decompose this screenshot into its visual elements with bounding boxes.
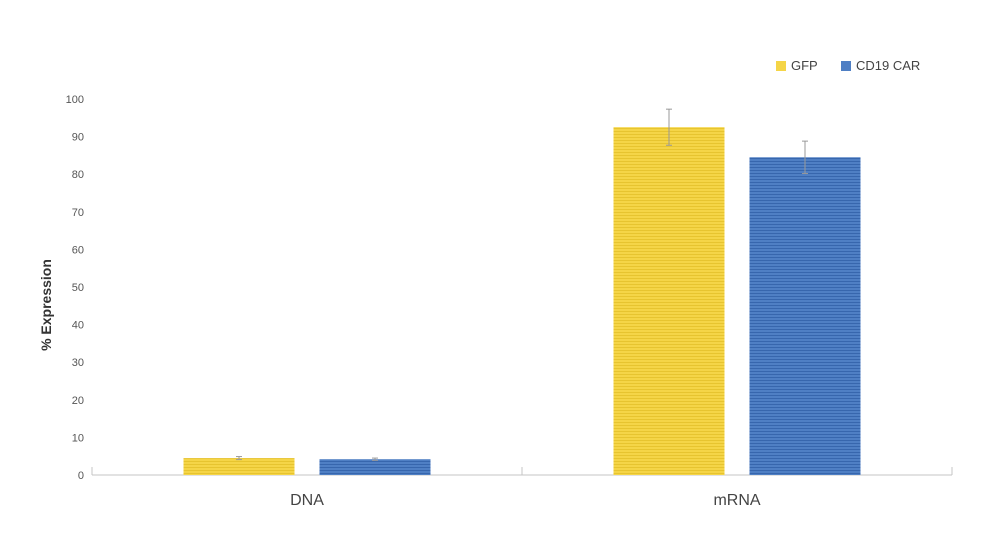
y-axis-title: % Expression (38, 259, 54, 351)
error-bars-group (236, 108, 808, 461)
legend-label: CD19 CAR (856, 58, 920, 73)
bar-gfp-mrna (613, 127, 725, 475)
legend-swatch (776, 61, 786, 71)
legend-swatch (841, 61, 851, 71)
y-tick-label: 50 (72, 282, 84, 294)
y-tick-label: 80 (72, 169, 84, 181)
y-tick-label: 60 (72, 244, 84, 256)
y-tick-label: 70 (72, 207, 84, 219)
bar-gfp-dna (183, 458, 295, 475)
y-tick-label: 30 (72, 357, 84, 369)
y-tick-label: 10 (72, 432, 84, 444)
x-tick-label: mRNA (713, 492, 760, 509)
bar-cd19-car-dna (319, 459, 431, 475)
bars-group (183, 127, 861, 475)
y-tick-label: 90 (72, 132, 84, 144)
y-tick-label: 20 (72, 395, 84, 407)
legend: GFP CD19 CAR (776, 58, 920, 73)
y-axis: 0 10 20 30 40 50 60 70 80 90 100 (66, 94, 84, 482)
legend-label: GFP (791, 58, 818, 73)
y-tick-label: 100 (66, 94, 84, 106)
y-tick-label: 0 (78, 470, 84, 482)
y-tick-label: 40 (72, 320, 84, 332)
bar-cd19-car-mrna (749, 157, 861, 475)
x-tick-label: DNA (290, 492, 324, 509)
